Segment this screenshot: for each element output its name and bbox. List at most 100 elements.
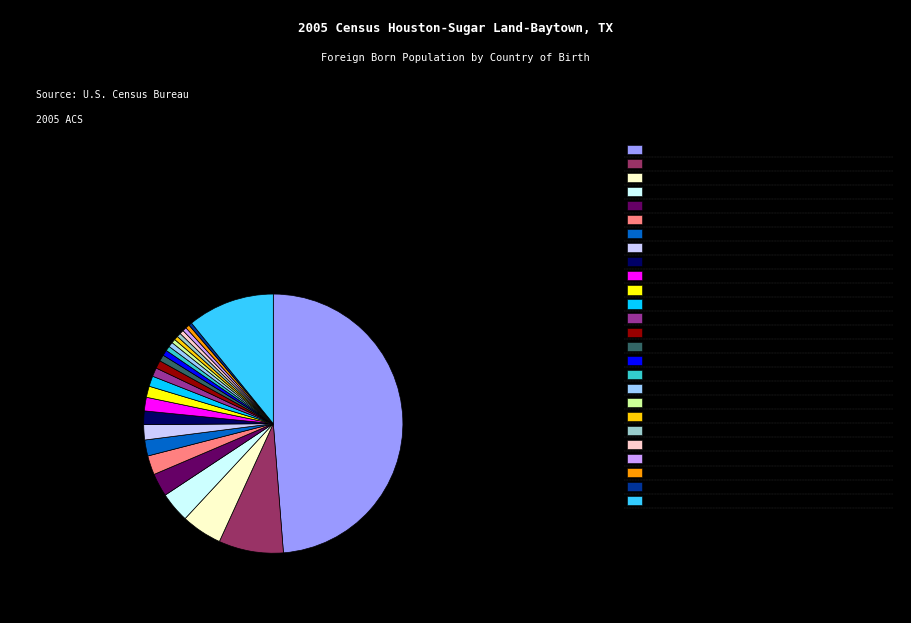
Bar xyxy=(627,412,641,421)
Wedge shape xyxy=(148,424,273,474)
Wedge shape xyxy=(144,424,273,440)
Text: 0.6%: 0.6% xyxy=(870,384,890,392)
Text: China, excluding Hong Kong and Taiwan: China, excluding Hong Kong and Taiwan xyxy=(649,229,808,238)
Text: Venezuela: Venezuela xyxy=(649,398,690,407)
Text: Canada: Canada xyxy=(649,313,679,323)
Text: 2005 ACS: 2005 ACS xyxy=(36,115,84,125)
Text: Germany: Germany xyxy=(649,369,685,379)
Bar xyxy=(627,426,641,435)
Wedge shape xyxy=(153,368,273,424)
Text: 0.5%: 0.5% xyxy=(870,398,890,407)
Wedge shape xyxy=(175,336,273,424)
Bar xyxy=(627,482,641,491)
Wedge shape xyxy=(180,331,273,424)
Bar xyxy=(627,369,641,379)
Text: Trinidad and Tobago: Trinidad and Tobago xyxy=(649,426,729,435)
Text: Pakistan: Pakistan xyxy=(649,257,681,267)
Text: 0.4%: 0.4% xyxy=(870,482,890,491)
Bar xyxy=(627,496,641,505)
Text: 1.1%: 1.1% xyxy=(870,313,890,323)
Wedge shape xyxy=(160,355,273,424)
Wedge shape xyxy=(165,424,273,518)
Bar xyxy=(627,328,641,336)
Text: Hong Kong: Hong Kong xyxy=(649,454,691,463)
Text: 0.5%: 0.5% xyxy=(870,468,890,477)
Text: Source: U.S. Census Bureau: Source: U.S. Census Bureau xyxy=(36,90,189,100)
Bar xyxy=(627,201,641,210)
Bar xyxy=(627,257,641,267)
Text: 0.6%: 0.6% xyxy=(870,369,890,379)
Text: 48.9%: 48.9% xyxy=(865,145,890,154)
Wedge shape xyxy=(169,343,273,424)
Text: Cuba: Cuba xyxy=(649,356,669,364)
Text: 3.8%: 3.8% xyxy=(870,187,890,196)
Text: 10.9%: 10.9% xyxy=(865,496,890,505)
Text: 2.9%: 2.9% xyxy=(870,201,890,210)
Text: Other Countries: Other Countries xyxy=(649,496,712,505)
Text: 2.4%: 2.4% xyxy=(870,215,890,224)
Text: 0.5%: 0.5% xyxy=(870,454,890,463)
Text: 5.1%: 5.1% xyxy=(870,173,890,182)
Text: 1.9%: 1.9% xyxy=(870,244,890,252)
Wedge shape xyxy=(191,294,273,424)
Text: 2.0%: 2.0% xyxy=(870,229,890,238)
Wedge shape xyxy=(178,333,273,424)
Text: Korea: Korea xyxy=(649,341,671,351)
Wedge shape xyxy=(189,323,273,424)
Text: Peru: Peru xyxy=(649,384,666,392)
Bar xyxy=(627,145,641,154)
Wedge shape xyxy=(144,397,273,424)
Bar xyxy=(627,440,641,449)
Bar xyxy=(627,272,641,280)
Bar xyxy=(627,454,641,463)
Wedge shape xyxy=(273,294,403,553)
Bar xyxy=(627,300,641,308)
Wedge shape xyxy=(220,424,283,553)
Text: Jamaica: Jamaica xyxy=(649,440,681,449)
Text: Dominican Republic: Dominican Republic xyxy=(649,482,728,491)
Wedge shape xyxy=(185,424,273,541)
Text: Honduras: Honduras xyxy=(649,201,687,210)
Wedge shape xyxy=(149,376,273,424)
Bar xyxy=(627,397,641,407)
Wedge shape xyxy=(144,411,273,425)
Bar xyxy=(627,229,641,239)
Bar xyxy=(627,356,641,364)
Text: India: India xyxy=(649,187,668,196)
Text: 1.0%: 1.0% xyxy=(870,328,890,336)
Bar xyxy=(627,313,641,323)
Text: Foreign Born Population by Country of Birth: Foreign Born Population by Country of Bi… xyxy=(321,53,590,63)
Wedge shape xyxy=(183,328,273,424)
Text: Nigeria: Nigeria xyxy=(649,285,677,295)
Text: 0.5%: 0.5% xyxy=(870,412,890,421)
Wedge shape xyxy=(154,424,273,495)
Text: 0.7%: 0.7% xyxy=(870,356,890,364)
Text: Colombia: Colombia xyxy=(649,272,687,280)
Text: El Salvador: El Salvador xyxy=(649,159,693,168)
Text: Philippines: Philippines xyxy=(649,215,691,224)
Text: 2005 Census Houston-Sugar Land-Baytown, TX: 2005 Census Houston-Sugar Land-Baytown, … xyxy=(298,22,613,35)
Wedge shape xyxy=(172,340,273,424)
Wedge shape xyxy=(163,351,273,424)
Wedge shape xyxy=(156,361,273,424)
Bar xyxy=(627,384,641,393)
Bar xyxy=(627,468,641,477)
Text: Mexico: Mexico xyxy=(649,145,677,154)
Bar xyxy=(627,243,641,252)
Text: Iran: Iran xyxy=(649,468,664,477)
Text: 0.5%: 0.5% xyxy=(870,440,890,449)
Text: Nicaragua: Nicaragua xyxy=(649,412,690,421)
Text: 1.3%: 1.3% xyxy=(870,300,890,308)
Text: United Kingdom: United Kingdom xyxy=(649,300,712,308)
Text: 0.5%: 0.5% xyxy=(870,426,890,435)
Text: % of FB: % of FB xyxy=(852,132,890,141)
Text: Vietnam: Vietnam xyxy=(649,173,682,182)
Wedge shape xyxy=(147,386,273,424)
Bar xyxy=(627,285,641,295)
Wedge shape xyxy=(186,325,273,424)
Bar xyxy=(627,215,641,224)
Text: 1.7%: 1.7% xyxy=(870,257,890,267)
Wedge shape xyxy=(167,346,273,424)
Bar xyxy=(627,173,641,182)
Bar xyxy=(627,187,641,196)
